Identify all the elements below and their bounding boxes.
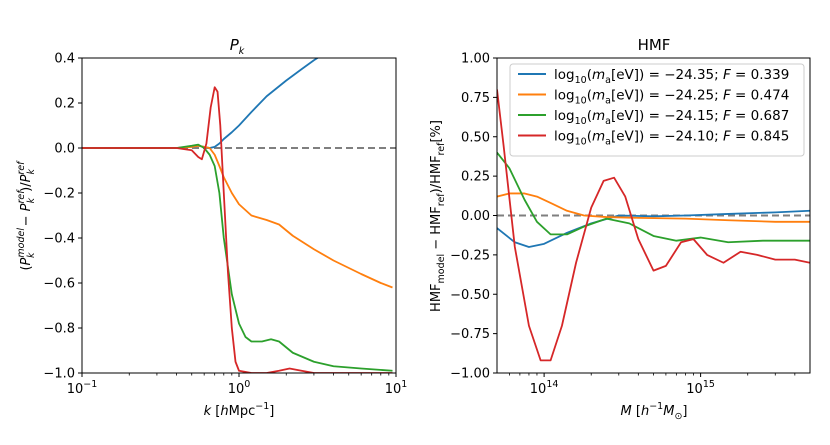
pk-ytick-label: −0.6 [43, 277, 75, 292]
pk-series-group [82, 58, 396, 373]
legend-label-3: log10(ma[eV]) = −24.10; F = 0.845 [554, 129, 789, 148]
hmf-series-group [497, 89, 810, 362]
hmf-ytick-label: −0.25 [450, 248, 490, 263]
pk-series-2 [82, 143, 393, 372]
hmf-legend: log10(ma[eV]) = −24.35; F = 0.339 log10(m… [509, 63, 805, 157]
hmf-ytick-label: −1.00 [450, 367, 490, 382]
pk-ticks: −1.0 −0.8 −0.6 −0.4 −0.2 0.0 0.2 0.4 10−1 100 101 [43, 52, 407, 398]
pk-ytick-label: −0.4 [43, 232, 75, 247]
hmf-panel: HMF −1.00 −0.75 −0.50 −0.25 0.00 0.25 0.50 0.75… [429, 36, 811, 422]
pk-title: Pk [230, 36, 245, 57]
legend-label-0: log10(ma[eV]) = −24.35; F = 0.339 [554, 67, 789, 86]
hmf-ytick-label: 0.25 [461, 170, 490, 185]
pk-ytick-label: −0.2 [43, 187, 75, 202]
pk-axes-frame [81, 57, 397, 374]
pk-panel: Pk −1.0 −0.8 −0.6 −0.4 −0.2 0.0 0.2 0.4 10−1 100 1… [16, 36, 407, 419]
hmf-series-2 [497, 151, 810, 244]
pk-series-3 [82, 86, 393, 373]
pk-series-1 [82, 144, 393, 289]
hmf-series-3 [497, 89, 810, 362]
pk-ytick-label: −1.0 [43, 367, 75, 382]
hmf-xtick-label: 1014 [530, 379, 559, 397]
legend-frame [509, 63, 805, 157]
hmf-title: HMF [638, 36, 671, 54]
hmf-ytick-label: −0.75 [450, 327, 490, 342]
hmf-ylabel: HMFmodel − HMFref)/HMFref[%] [429, 120, 447, 312]
pk-ytick-label: −0.8 [43, 322, 75, 337]
legend-label-1: log10(ma[eV]) = −24.25; F = 0.474 [554, 88, 789, 107]
hmf-ytick-label: 0.00 [461, 209, 490, 224]
pk-xtick-label: 101 [385, 379, 408, 397]
pk-xtick-label: 100 [228, 379, 251, 397]
pk-xlabel: k [hMpc−1] [204, 401, 275, 419]
legend-label-2: log10(ma[eV]) = −24.15; F = 0.687 [554, 108, 789, 127]
hmf-series-1 [497, 192, 810, 223]
pk-ytick-label: 0.2 [54, 97, 75, 112]
hmf-xlabel: M [h−1M⊙] [621, 401, 688, 422]
hmf-ytick-label: −0.50 [450, 288, 490, 303]
hmf-ytick-label: 0.75 [461, 91, 490, 106]
pk-ylabel: (Pmodelk − Prefk)/Prefk [16, 160, 37, 271]
pk-ytick-label: 0.0 [54, 142, 75, 157]
hmf-ytick-label: 1.00 [461, 52, 490, 67]
hmf-xtick-label: 1015 [686, 379, 715, 397]
pk-xtick-label: 10−1 [67, 379, 98, 397]
pk-ytick-label: 0.4 [54, 52, 75, 67]
hmf-ytick-label: 0.50 [461, 130, 490, 145]
hmf-ticks: −1.00 −0.75 −0.50 −0.25 0.00 0.25 0.50 0.75 1.00… [450, 52, 796, 397]
